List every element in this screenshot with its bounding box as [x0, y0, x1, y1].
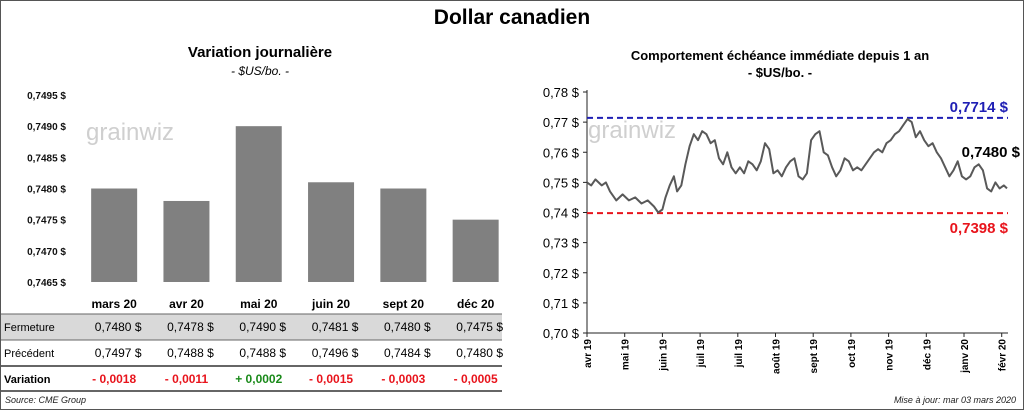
y-tick-label: 0,78 $	[543, 85, 580, 100]
x-tick-label: déc 19	[922, 339, 933, 371]
bar	[235, 126, 282, 283]
x-tick-label: juil 19	[734, 339, 745, 369]
table-cell: 0,7478 $	[167, 320, 214, 334]
y-tick-label: 0,77 $	[543, 115, 580, 130]
variation-value: - 0,0003	[381, 372, 425, 386]
table-cell: 0,7480 $	[95, 320, 142, 334]
page-title: Dollar canadien	[433, 6, 591, 29]
y-tick-label: 0,7495 $	[27, 91, 66, 102]
variation-label: Variation	[4, 374, 51, 386]
left-chart-subtitle: - $US/bo. -	[230, 64, 290, 78]
x-tick-label: mai 19	[621, 339, 632, 371]
y-tick-label: 0,75 $	[543, 175, 580, 190]
x-tick-label: avr 20	[169, 297, 204, 311]
bar	[91, 188, 138, 282]
table-cell: 0,7488 $	[167, 346, 214, 360]
table-row-label: Fermeture	[4, 322, 55, 334]
right-chart-title: Comportement échéance immédiate depuis 1…	[630, 48, 930, 63]
variation-value: - 0,0015	[309, 372, 353, 386]
y-tick-label: 0,7470 $	[27, 247, 66, 258]
x-tick-label: févr 20	[998, 339, 1009, 372]
x-tick-label: oct 19	[847, 339, 858, 368]
series-line	[586, 118, 1008, 214]
bar	[452, 219, 499, 282]
table-cell: 0,7480 $	[456, 346, 503, 360]
x-tick-label: avr 19	[583, 339, 594, 368]
y-tick-label: 0,73 $	[543, 236, 580, 251]
table-cell: 0,7484 $	[384, 346, 431, 360]
y-tick-label: 0,7485 $	[27, 153, 66, 164]
table-cell: 0,7496 $	[312, 346, 359, 360]
right-chart-subtitle: - $US/bo. -	[747, 65, 813, 80]
reference-label: 0,7398 $	[950, 220, 1009, 237]
source-note: Source: CME Group	[5, 395, 87, 405]
last-value-label: 0,7480 $	[962, 144, 1021, 161]
y-tick-label: 0,71 $	[543, 296, 580, 311]
x-tick-label: déc 20	[457, 297, 495, 311]
table-row-label: Précédent	[4, 348, 54, 360]
y-tick-label: 0,7490 $	[27, 122, 66, 133]
table-cell: 0,7488 $	[239, 346, 286, 360]
table-cell: 0,7475 $	[456, 320, 503, 334]
variation-value: - 0,0005	[454, 372, 498, 386]
x-tick-label: mai 20	[240, 297, 278, 311]
variation-value: + 0,0002	[235, 372, 282, 386]
table-cell: 0,7490 $	[239, 320, 286, 334]
y-tick-label: 0,7465 $	[27, 278, 66, 289]
watermark-right: grainwiz	[588, 117, 676, 144]
table-cell: 0,7481 $	[312, 320, 359, 334]
y-tick-label: 0,7475 $	[27, 216, 66, 227]
variation-value: - 0,0011	[165, 372, 209, 386]
x-tick-label: janv 20	[960, 339, 971, 374]
x-tick-label: juin 19	[658, 339, 669, 372]
x-tick-label: juil 19	[696, 339, 707, 369]
variation-value: - 0,0018	[92, 372, 136, 386]
bar	[308, 182, 355, 282]
watermark-left: grainwiz	[86, 119, 174, 146]
bar	[163, 200, 210, 282]
table-row-shade	[1, 314, 502, 340]
y-tick-label: 0,7480 $	[27, 185, 66, 196]
reference-label: 0,7714 $	[950, 99, 1009, 116]
x-tick-label: mars 20	[91, 297, 137, 311]
x-tick-label: juin 20	[311, 297, 350, 311]
y-tick-label: 0,70 $	[543, 326, 580, 341]
table-cell: 0,7480 $	[384, 320, 431, 334]
y-tick-label: 0,72 $	[543, 266, 580, 281]
x-tick-label: sept 19	[809, 339, 820, 374]
y-tick-label: 0,74 $	[543, 206, 580, 221]
left-chart-title: Variation journalière	[187, 44, 333, 61]
update-note: Mise à jour: mar 03 mars 2020	[893, 395, 1016, 405]
x-tick-label: nov 19	[885, 339, 896, 371]
y-tick-label: 0,76 $	[543, 145, 580, 160]
bar	[380, 188, 427, 282]
x-tick-label: sept 20	[383, 297, 425, 311]
x-tick-label: août 19	[772, 339, 783, 374]
table-cell: 0,7497 $	[95, 346, 142, 360]
